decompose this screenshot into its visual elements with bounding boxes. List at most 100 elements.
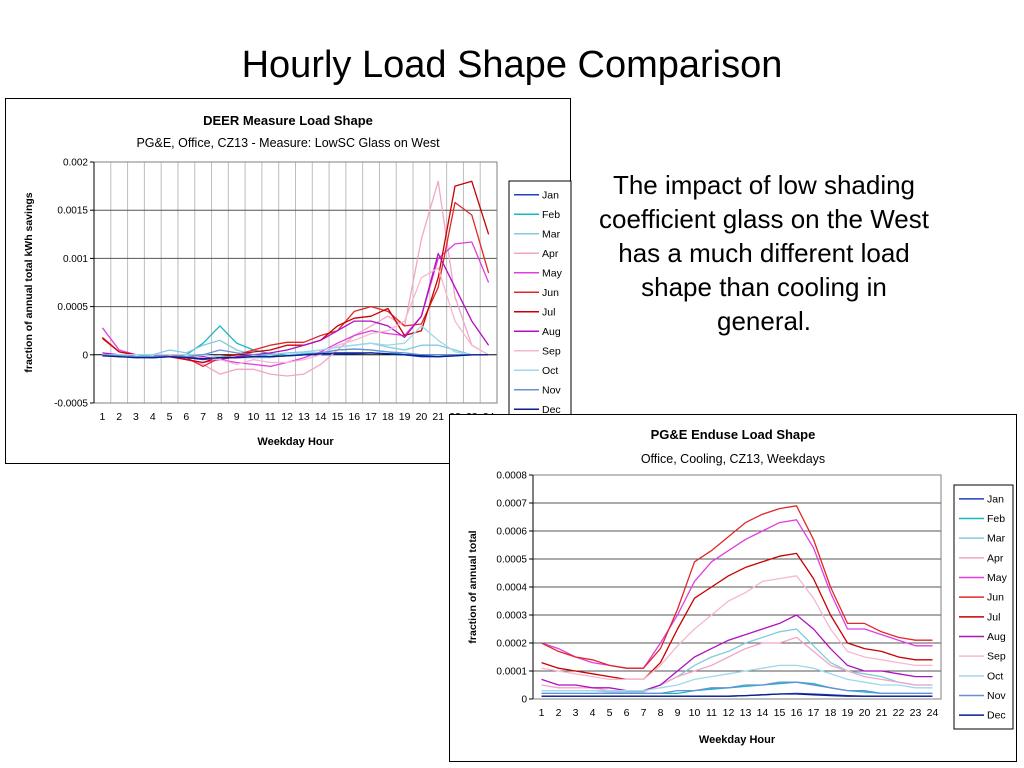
x-tick-label: 21 <box>876 707 888 719</box>
x-tick-label: 21 <box>432 411 444 423</box>
y-tick-label: 0.0005 <box>496 555 527 566</box>
x-tick-label: 10 <box>248 411 260 423</box>
x-tick-label: 4 <box>590 707 596 719</box>
series-line-jun <box>541 505 933 669</box>
legend-label-aug: Aug <box>987 631 1006 643</box>
x-tick-label: 15 <box>332 411 344 423</box>
x-tick-label: 6 <box>183 411 189 423</box>
legend-label-nov: Nov <box>987 690 1006 702</box>
x-tick-label: 7 <box>200 411 206 423</box>
y-tick-label: 0.0006 <box>496 527 527 538</box>
y-tick-label: 0.0005 <box>57 302 88 313</box>
legend-label-may: May <box>542 267 563 279</box>
series-line-dec <box>102 352 489 360</box>
x-tick-label: 9 <box>234 411 240 423</box>
x-tick-label: 11 <box>265 411 276 423</box>
slide-note-text: The impact of low shading coefficient gl… <box>598 170 929 336</box>
chart-title: DEER Measure Load Shape <box>203 113 373 128</box>
x-tick-label: 10 <box>689 707 701 719</box>
y-tick-label: 0.0004 <box>496 583 527 594</box>
y-tick-label: 0.0007 <box>496 499 527 510</box>
x-axis-label: Weekday Hour <box>699 734 776 746</box>
x-tick-label: 12 <box>723 707 735 719</box>
legend-label-sep: Sep <box>987 651 1006 663</box>
legend <box>508 180 572 424</box>
series-line-mar <box>541 628 933 693</box>
legend-label-oct: Oct <box>987 670 1003 682</box>
x-tick-label: 19 <box>842 707 854 719</box>
x-tick-label: 18 <box>382 411 394 423</box>
series-line-oct <box>102 325 489 359</box>
y-tick-label: 0.0008 <box>496 471 527 482</box>
x-tick-label: 1 <box>539 707 545 719</box>
series-line-sep <box>541 575 933 681</box>
legend-label-jul: Jul <box>987 611 1000 623</box>
y-tick-label: 0 <box>82 350 88 361</box>
x-tick-label: 2 <box>556 707 562 719</box>
x-tick-label: 2 <box>116 411 122 423</box>
deer-measure-chart-svg: DEER Measure Load Shape PG&E, Office, CZ1… <box>23 113 572 448</box>
legend-label-dec: Dec <box>542 404 561 416</box>
legend-label-mar: Mar <box>987 533 1006 545</box>
x-tick-label: 17 <box>365 411 377 423</box>
x-tick-label: 3 <box>133 411 139 423</box>
chart-title: PG&E Enduse Load Shape <box>651 427 816 442</box>
legend-label-sep: Sep <box>542 345 561 357</box>
x-tick-label: 8 <box>217 411 223 423</box>
legend-label-mar: Mar <box>542 228 561 240</box>
x-tick-label: 12 <box>281 411 293 423</box>
pge-enduse-chart-svg: PG&E Enduse Load Shape Office, Cooling, C… <box>467 427 1014 746</box>
y-tick-label: 0.002 <box>63 158 88 169</box>
series-line-may <box>541 519 933 669</box>
legend-label-oct: Oct <box>542 365 558 377</box>
x-tick-label: 6 <box>624 707 630 719</box>
legend-label-aug: Aug <box>542 326 561 338</box>
series-line-aug <box>541 614 933 692</box>
series-line-jul <box>541 552 933 681</box>
legend-label-feb: Feb <box>542 209 560 221</box>
x-tick-label: 17 <box>808 707 820 719</box>
legend-label-jun: Jun <box>987 592 1004 604</box>
deer-measure-chart: DEER Measure Load Shape PG&E, Office, CZ1… <box>5 98 572 464</box>
legend-label-jun: Jun <box>542 287 559 299</box>
legend-label-nov: Nov <box>542 384 561 396</box>
x-tick-label: 5 <box>167 411 173 423</box>
x-tick-label: 15 <box>774 707 786 719</box>
y-axis-label: fraction of annual total kWh savings <box>23 192 35 372</box>
x-tick-label: 11 <box>706 707 717 719</box>
x-tick-label: 5 <box>607 707 613 719</box>
x-axis-label: Weekday Hour <box>257 436 334 448</box>
x-tick-label: 19 <box>399 411 411 423</box>
x-tick-label: 7 <box>641 707 647 719</box>
chart-subtitle: Office, Cooling, CZ13, Weekdays <box>641 452 825 466</box>
legend-label-may: May <box>987 572 1008 584</box>
x-tick-label: 23 <box>910 707 922 719</box>
x-tick-label: 1 <box>99 411 105 423</box>
legend-label-dec: Dec <box>987 710 1006 722</box>
x-tick-label: 24 <box>927 707 939 719</box>
x-tick-label: 13 <box>298 411 310 423</box>
y-tick-label: 0 <box>521 695 527 706</box>
slide-title: Hourly Load Shape Comparison <box>241 44 783 86</box>
series-line-nov <box>541 681 933 695</box>
series-line-oct <box>541 664 933 692</box>
y-tick-label: 0.0001 <box>496 667 527 678</box>
x-tick-label: 14 <box>757 707 769 719</box>
legend-label-feb: Feb <box>987 513 1005 525</box>
legend-label-jan: Jan <box>542 189 559 201</box>
legend-label-jan: Jan <box>987 493 1004 505</box>
series-line-dec <box>541 693 933 697</box>
x-tick-label: 9 <box>675 707 681 719</box>
y-tick-label: -0.0005 <box>54 399 88 410</box>
y-tick-label: 0.001 <box>63 254 88 265</box>
x-tick-label: 8 <box>658 707 664 719</box>
x-tick-label: 20 <box>416 411 428 423</box>
x-tick-label: 22 <box>893 707 905 719</box>
y-axis-label: fraction of annual total <box>467 530 479 643</box>
x-tick-label: 16 <box>791 707 803 719</box>
x-tick-label: 14 <box>315 411 327 423</box>
pge-enduse-chart: PG&E Enduse Load Shape Office, Cooling, C… <box>449 414 1017 762</box>
y-tick-label: 0.0003 <box>496 611 527 622</box>
x-tick-label: 16 <box>348 411 360 423</box>
x-tick-label: 3 <box>573 707 579 719</box>
